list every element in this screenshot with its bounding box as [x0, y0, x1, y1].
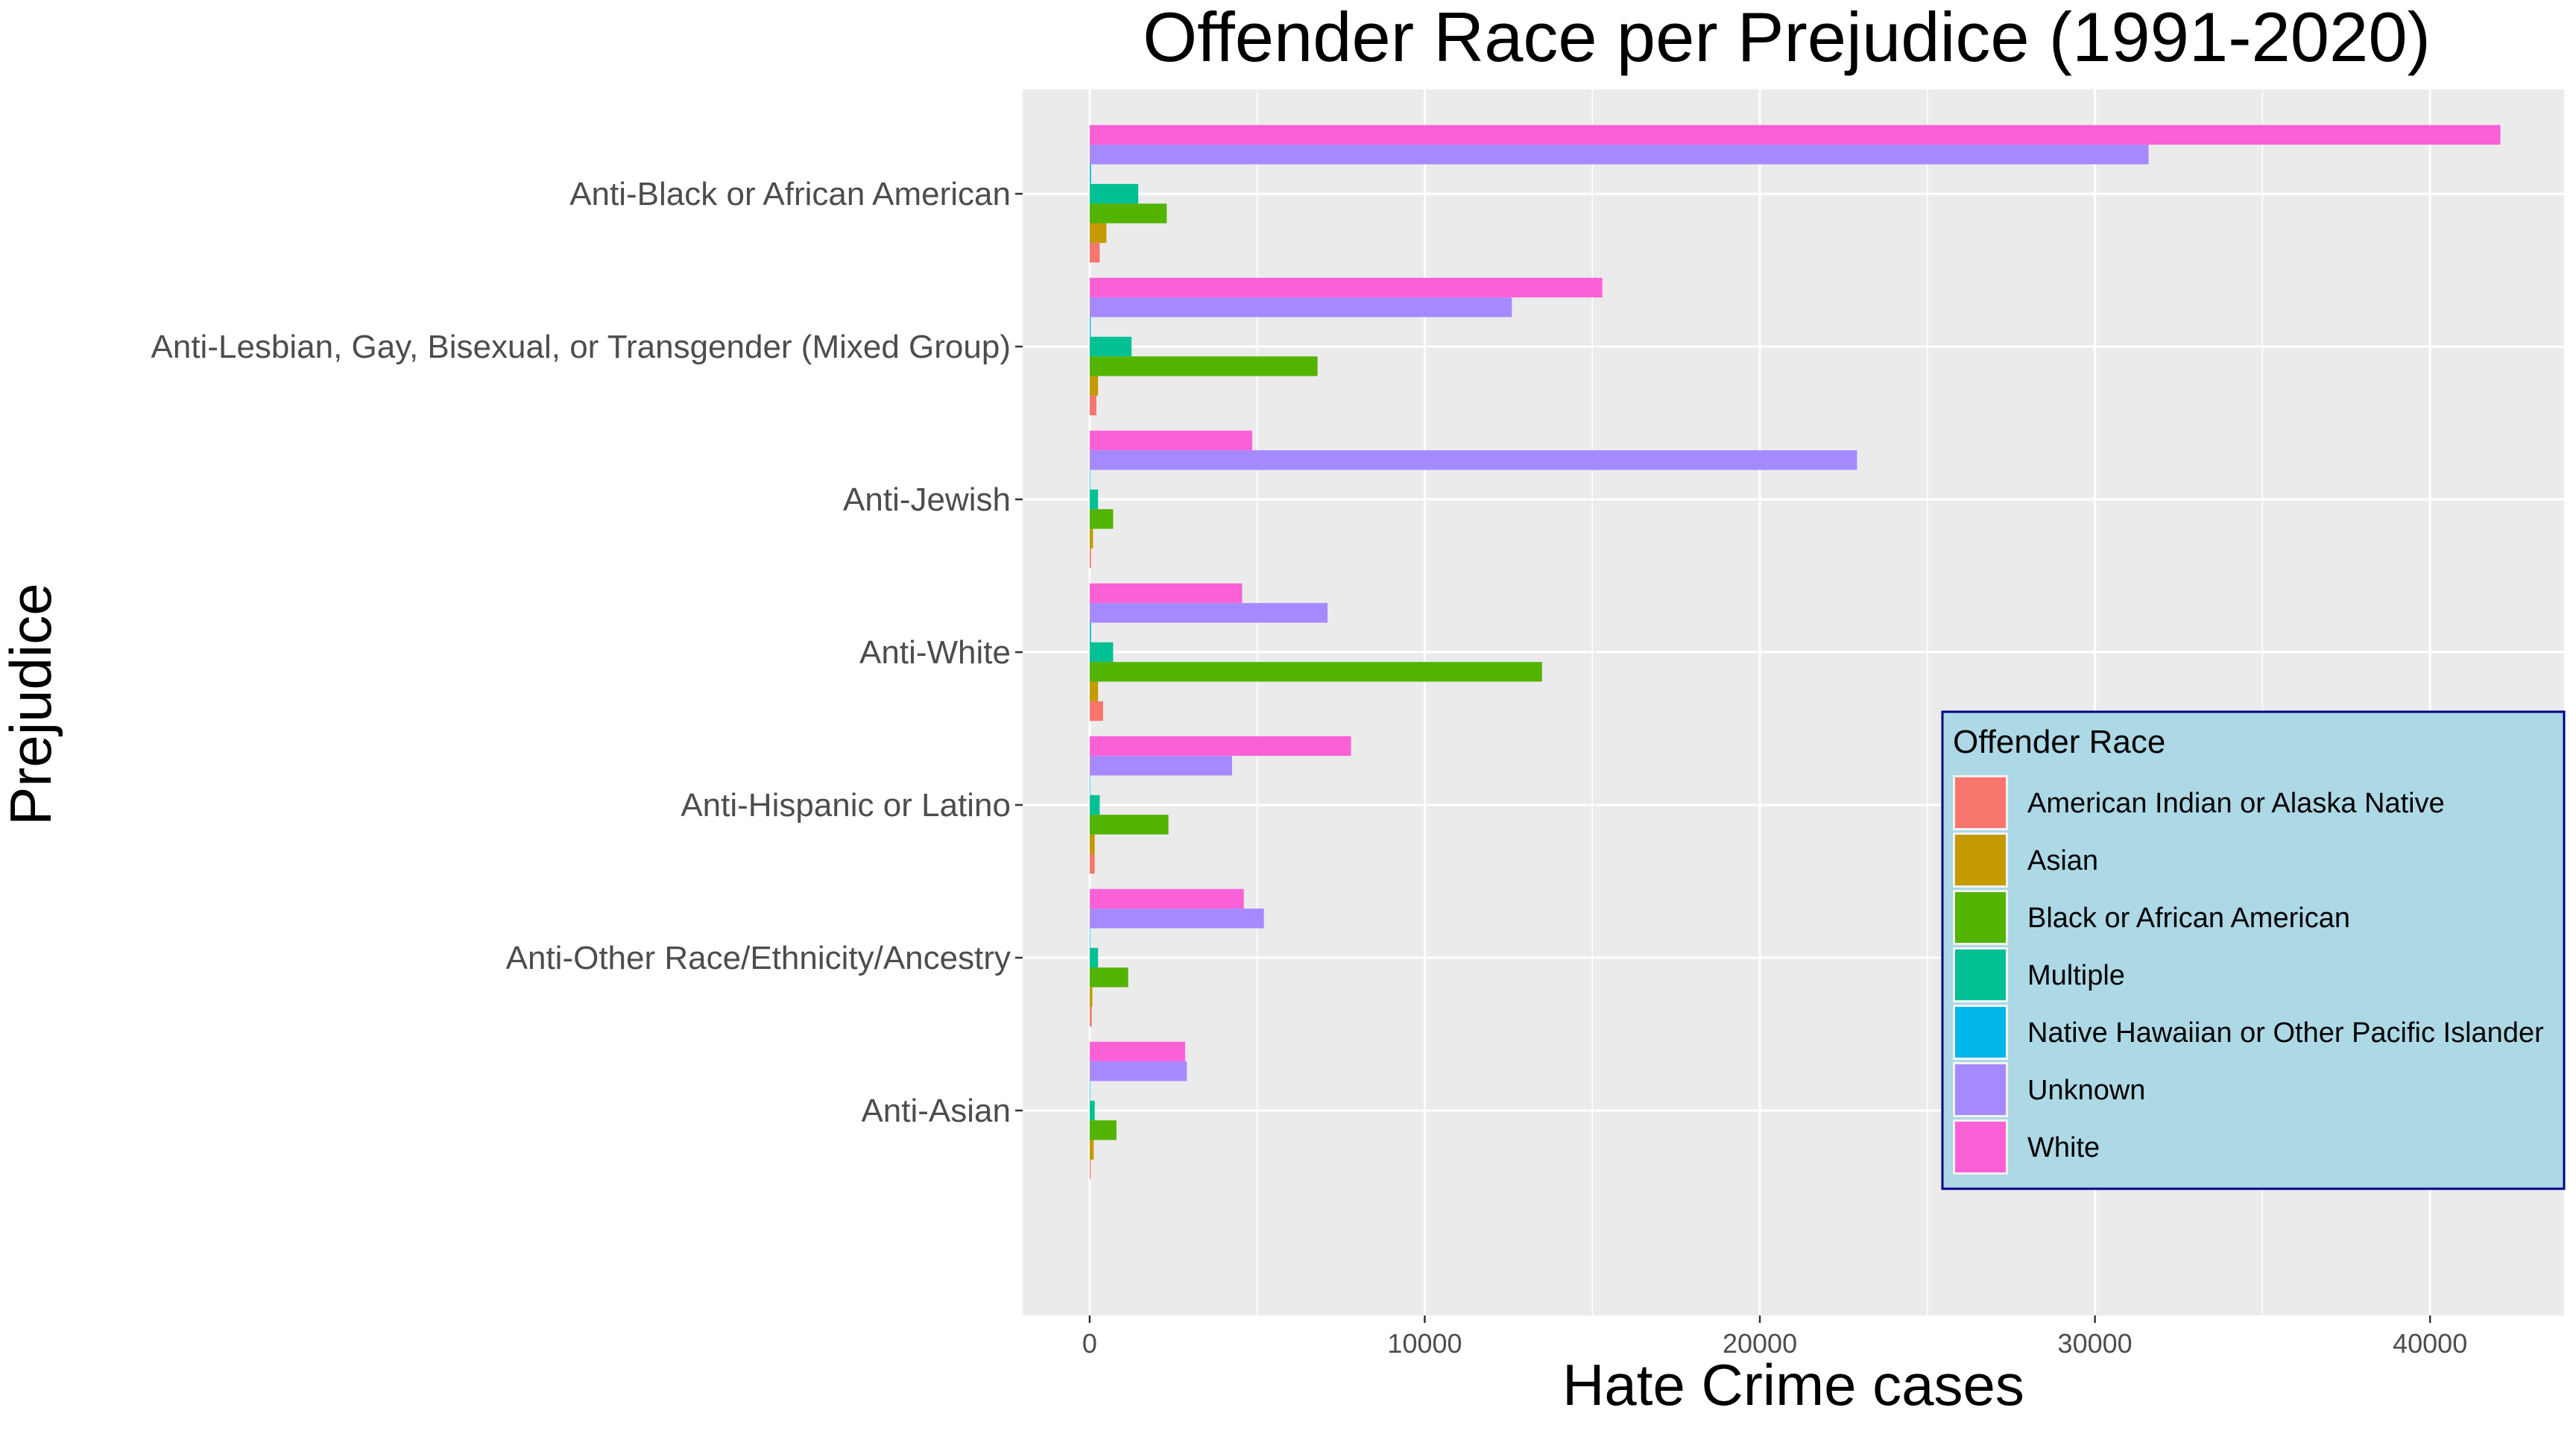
bar-anti-other-race-ethnicity-ancestry-american-indian-or-alaska-native: [1089, 1006, 1092, 1027]
legend: Offender Race American Indian or Alaska …: [1941, 710, 2566, 1190]
bar-anti-white-black-or-african-american: [1089, 662, 1542, 682]
bar-anti-black-or-african-american-native-hawaiian-or-other-pacific-islander: [1089, 164, 1091, 184]
bar-anti-lesbian-gay-bisexual-or-transgender-mixed-group-asian: [1089, 376, 1099, 396]
bar-anti-black-or-african-american-unknown: [1089, 145, 2149, 165]
bar-anti-other-race-ethnicity-ancestry-multiple: [1089, 947, 1099, 968]
x-tick-label-0: 0: [1082, 1328, 1097, 1359]
y-tick-label-anti-hispanic-or-latino: Anti-Hispanic or Latino: [681, 787, 1011, 824]
bar-anti-black-or-african-american-american-indian-or-alaska-native: [1089, 242, 1100, 263]
bar-anti-asian-unknown: [1089, 1061, 1187, 1081]
legend-label-black-or-african-american: Black or African American: [2027, 903, 2350, 934]
x-tick-label-40000: 40000: [2393, 1328, 2467, 1359]
y-tick-label-anti-other-race-ethnicity-ancestry: Anti-Other Race/Ethnicity/Ancestry: [506, 940, 1011, 976]
y-tick-label-anti-asian: Anti-Asian: [861, 1093, 1011, 1129]
bar-anti-black-or-african-american-asian: [1089, 223, 1107, 243]
bar-anti-hispanic-or-latino-asian: [1089, 834, 1095, 854]
legend-swatch-american-indian-or-alaska-native: [1955, 777, 2006, 828]
bar-anti-white-white: [1089, 583, 1243, 604]
x-tick-label-20000: 20000: [1723, 1328, 1797, 1359]
legend-label-unknown: Unknown: [2027, 1075, 2145, 1106]
legend-label-native-hawaiian-or-other-pacific-islander: Native Hawaiian or Other Pacific Islande…: [2027, 1017, 2544, 1049]
y-tick-label-anti-lesbian-gay-bisexual-or-transgender-mixed-group: Anti-Lesbian, Gay, Bisexual, or Transgen…: [151, 329, 1011, 365]
legend-label-american-indian-or-alaska-native: American Indian or Alaska Native: [2027, 788, 2445, 819]
bar-anti-jewish-american-indian-or-alaska-native: [1089, 548, 1091, 569]
y-axis-title: Prejudice: [0, 583, 63, 825]
y-tick-label-anti-black-or-african-american: Anti-Black or African American: [569, 176, 1011, 212]
legend-swatch-white: [1955, 1122, 2006, 1172]
bar-anti-jewish-multiple: [1089, 489, 1099, 510]
bar-anti-asian-asian: [1089, 1140, 1094, 1160]
legend-swatch-black-or-african-american: [1955, 892, 2006, 943]
bar-anti-lesbian-gay-bisexual-or-transgender-mixed-group-white: [1089, 277, 1603, 298]
bar-anti-other-race-ethnicity-ancestry-unknown: [1089, 909, 1264, 929]
y-tick-label-anti-jewish: Anti-Jewish: [843, 481, 1011, 518]
legend-items: American Indian or Alaska Native Asian Bla…: [1953, 775, 2544, 1175]
bar-anti-other-race-ethnicity-ancestry-white: [1089, 888, 1244, 909]
bar-anti-asian-white: [1089, 1041, 1186, 1062]
legend-box: [1941, 710, 2566, 1190]
grid-major: [1023, 89, 2564, 1315]
bar-anti-lesbian-gay-bisexual-or-transgender-mixed-group-american-indian-or-alaska-native: [1089, 395, 1096, 416]
bar-anti-white-american-indian-or-alaska-native: [1089, 701, 1103, 721]
legend-swatch-unknown: [1955, 1064, 2006, 1115]
x-tick-label-30000: 30000: [2058, 1328, 2133, 1359]
bar-anti-other-race-ethnicity-ancestry-asian: [1089, 987, 1093, 1007]
bar-anti-other-race-ethnicity-ancestry-black-or-african-american: [1089, 967, 1128, 988]
bar-anti-hispanic-or-latino-white: [1089, 736, 1351, 756]
bar-anti-jewish-black-or-african-american: [1089, 509, 1114, 529]
bar-anti-lesbian-gay-bisexual-or-transgender-mixed-group-unknown: [1089, 297, 1512, 318]
bar-anti-jewish-asian: [1089, 528, 1093, 549]
y-axis: Anti-Black or African American Anti-Lesbi…: [151, 176, 1023, 1129]
bar-anti-white-native-hawaiian-or-other-pacific-islander: [1089, 622, 1091, 642]
legend-label-asian: Asian: [2027, 845, 2098, 876]
legend-title: Offender Race: [1953, 724, 2165, 760]
y-tick-label-anti-white: Anti-White: [859, 634, 1011, 671]
bar-anti-lesbian-gay-bisexual-or-transgender-mixed-group-black-or-african-american: [1089, 356, 1318, 376]
chart-title: Offender Race per Prejudice (1991-2020): [1143, 0, 2431, 76]
bar-anti-white-unknown: [1089, 603, 1328, 623]
legend-swatch-native-hawaiian-or-other-pacific-islander: [1955, 1007, 2006, 1058]
bar-anti-asian-black-or-african-american: [1089, 1120, 1117, 1140]
x-axis: 0 10000 20000 30000 40000: [1082, 1315, 2467, 1359]
bar-anti-black-or-african-american-multiple: [1089, 183, 1139, 204]
bar-anti-white-asian: [1089, 681, 1099, 701]
legend-label-multiple: Multiple: [2027, 960, 2125, 991]
bar-anti-jewish-white: [1089, 430, 1252, 451]
legend-label-white: White: [2027, 1132, 2100, 1163]
bar-anti-black-or-african-american-white: [1089, 124, 2501, 145]
bar-anti-lesbian-gay-bisexual-or-transgender-mixed-group-multiple: [1089, 336, 1132, 357]
bar-anti-jewish-unknown: [1089, 450, 1857, 470]
bar-anti-hispanic-or-latino-black-or-african-american: [1089, 815, 1169, 835]
bar-anti-white-multiple: [1089, 642, 1114, 663]
bar-anti-hispanic-or-latino-american-indian-or-alaska-native: [1089, 853, 1095, 874]
bar-anti-hispanic-or-latino-multiple: [1089, 795, 1100, 815]
legend-swatch-asian: [1955, 835, 2006, 885]
legend-swatch-multiple: [1955, 950, 2006, 1000]
x-tick-label-10000: 10000: [1387, 1328, 1462, 1359]
bars: [1089, 124, 2501, 1180]
bar-anti-hispanic-or-latino-unknown: [1089, 756, 1232, 776]
bar-anti-black-or-african-american-black-or-african-american: [1089, 203, 1167, 224]
x-axis-title: Hate Crime cases: [1562, 1352, 2024, 1418]
bar-anti-asian-multiple: [1089, 1100, 1095, 1121]
